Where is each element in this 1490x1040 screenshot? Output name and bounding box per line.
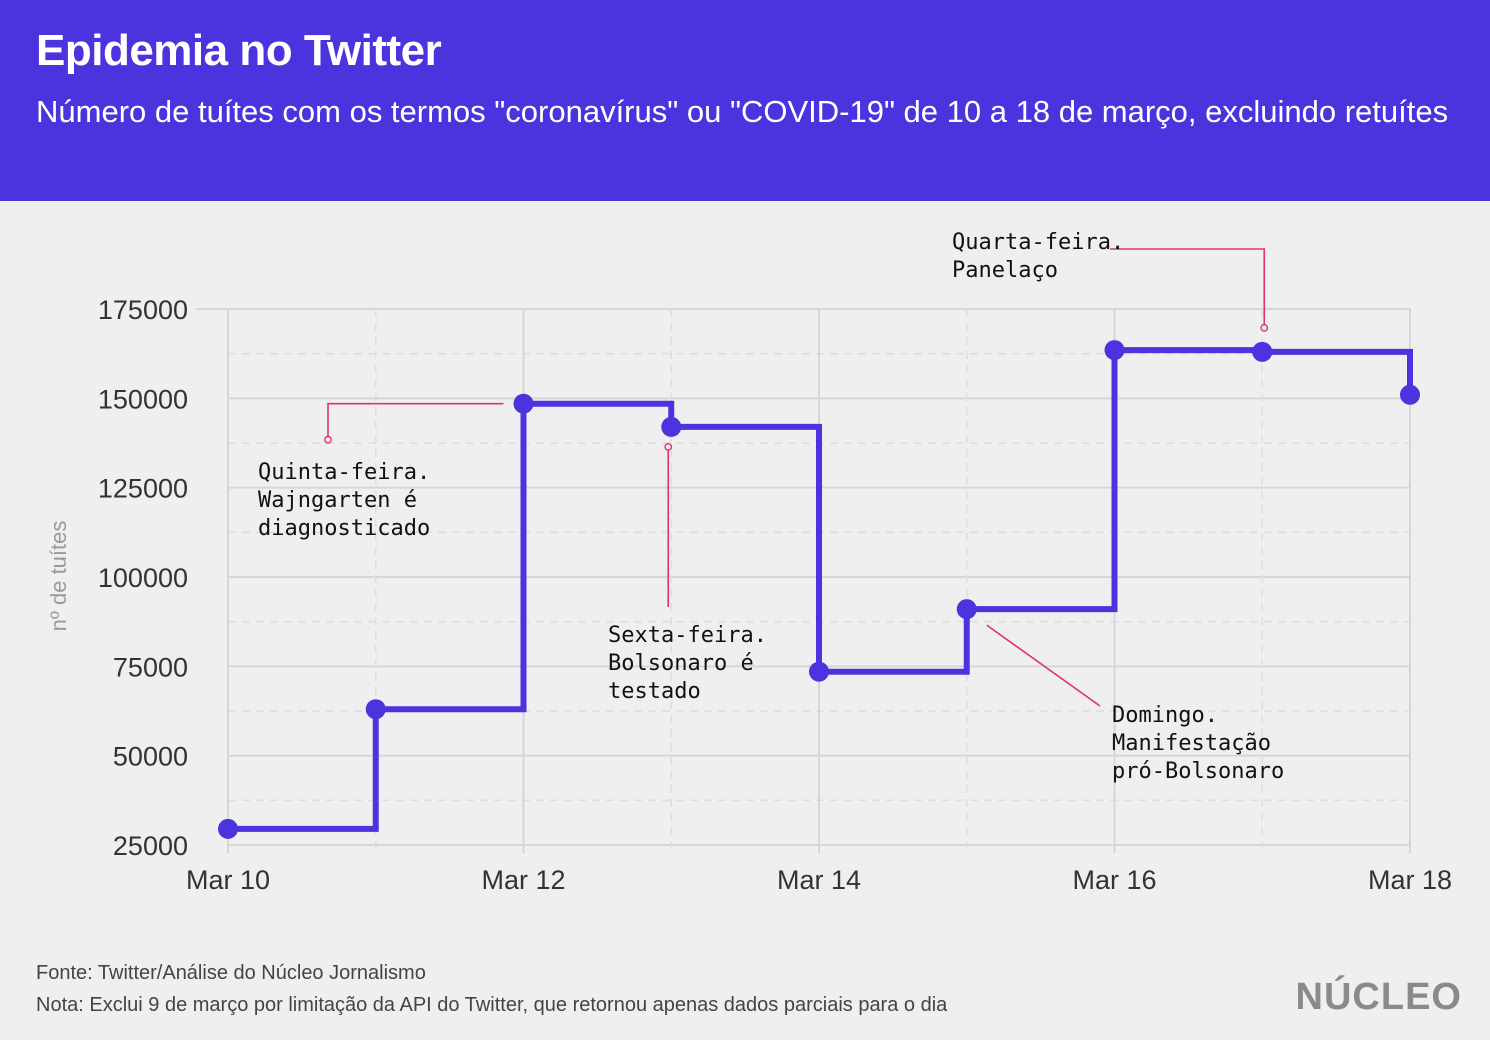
- annotations: Quinta-feira. Wajngarten é diagnosticado Se…: [258, 230, 1284, 784]
- chart-area: 250005000075000100000125000150000175000 …: [46, 230, 1452, 895]
- y-tick-label: 100000: [98, 563, 188, 593]
- annotation-text: Domingo. Manifestação pró-Bolsonaro: [1112, 703, 1284, 784]
- annotation-text: Quinta-feira. Wajngarten é diagnosticado: [258, 460, 430, 541]
- y-axis-label: nº de tuítes: [46, 521, 71, 632]
- annotation-text: Sexta-feira. Bolsonaro é testado: [608, 623, 767, 704]
- x-axis: Mar 10 Mar 12 Mar 14 Mar 16 Mar 18: [186, 865, 1452, 895]
- x-tick-label: Mar 14: [777, 865, 861, 895]
- x-tick-label: Mar 16: [1072, 865, 1156, 895]
- footer-source: Fonte: Twitter/Análise do Núcleo Jornali…: [36, 962, 426, 984]
- data-point: [661, 416, 682, 437]
- x-tick-label: Mar 12: [481, 865, 565, 895]
- annotation-leader: [986, 624, 1101, 707]
- annotation-marker: [1260, 323, 1269, 332]
- annotation-marker: [664, 443, 673, 451]
- y-tick-label: 75000: [113, 652, 188, 682]
- nucleo-logo: NÚCLEO: [1295, 976, 1462, 1018]
- chart-subtitle: Número de tuítes com os termos "coronaví…: [36, 94, 1449, 129]
- data-point: [365, 699, 386, 720]
- data-point: [1252, 341, 1273, 362]
- data-point: [1104, 340, 1125, 361]
- header: Epidemia no Twitter Número de tuítes com…: [0, 0, 1490, 201]
- data-point: [513, 393, 534, 414]
- y-tick-label: 50000: [113, 742, 188, 772]
- data-point: [809, 661, 829, 682]
- annotation-leader: [1110, 248, 1266, 328]
- x-tick-label: Mar 10: [186, 865, 270, 895]
- annotation-text: Quarta-feira. Panelaço: [952, 230, 1124, 283]
- chart-title: Epidemia no Twitter: [36, 26, 442, 75]
- y-tick-label: 25000: [113, 831, 188, 861]
- x-tick-label: Mar 18: [1368, 865, 1452, 895]
- data-point: [956, 599, 977, 620]
- y-tick-label: 175000: [98, 295, 188, 325]
- annotation-leader: [327, 402, 504, 438]
- annotation-marker: [324, 435, 332, 444]
- data-point: [1400, 384, 1420, 405]
- y-tick-label: 150000: [98, 384, 188, 414]
- footer-note: Nota: Exclui 9 de março por limitação da…: [36, 994, 948, 1016]
- y-axis: 25000 50000 75000 100000 125000 150000 175000: [98, 295, 188, 861]
- y-tick-label: 125000: [98, 474, 188, 504]
- data-points: [218, 340, 1420, 839]
- data-point: [218, 818, 238, 839]
